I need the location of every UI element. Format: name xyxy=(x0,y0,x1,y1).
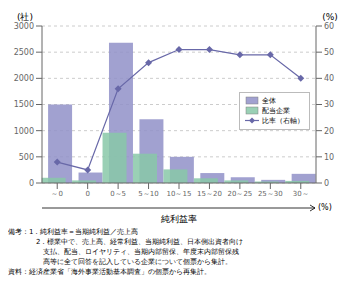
svg-text:30: 30 xyxy=(324,100,334,109)
svg-text:30～: 30～ xyxy=(293,190,309,198)
svg-text:3000: 3000 xyxy=(14,22,34,31)
svg-text:1000: 1000 xyxy=(14,127,34,136)
svg-text:0～5: 0～5 xyxy=(110,190,126,198)
svg-text:0: 0 xyxy=(324,179,329,188)
html-text:全体: 全体 xyxy=(262,96,276,105)
svg-text:20: 20 xyxy=(324,127,334,136)
svg-text:10: 10 xyxy=(324,153,334,162)
html-text:配当企業: 配当企業 xyxy=(262,106,290,115)
svg-text:～0: ～0 xyxy=(51,190,62,198)
html-text:高等に全て回答を記入している企業について個票から集計。: 高等に全て回答を記入している企業について個票から集計。 xyxy=(8,258,232,266)
svg-text:60: 60 xyxy=(324,22,334,31)
svg-text:2500: 2500 xyxy=(14,48,34,57)
html-text:2．標業中で、売上高、経常利益、当期純利益、日本側出資者向け: 2．標業中で、売上高、経常利益、当期純利益、日本側出資者向け xyxy=(8,238,244,246)
html-text:比率（右軸）: 比率（右軸） xyxy=(262,116,304,125)
svg-text:(社): (社) xyxy=(17,12,33,22)
svg-text:20～25: 20～25 xyxy=(227,190,252,198)
svg-text:2000: 2000 xyxy=(14,74,34,83)
svg-text:500: 500 xyxy=(19,153,34,162)
svg-text:1500: 1500 xyxy=(14,100,34,109)
html-text:支払、配当、ロイヤリティ、当期内部留保、年度末内部留保残: 支払、配当、ロイヤリティ、当期内部留保、年度末内部留保残 xyxy=(8,248,239,256)
svg-text:5～10: 5～10 xyxy=(138,190,158,198)
html-text:純利益率: 純利益率 xyxy=(161,214,197,224)
svg-text:(%): (%) xyxy=(322,12,338,22)
html-text:備考：1．純利益率＝当期純利益／売上高: 備考：1．純利益率＝当期純利益／売上高 xyxy=(8,228,139,236)
svg-text:0: 0 xyxy=(29,179,34,188)
svg-text:50: 50 xyxy=(324,48,334,57)
svg-text:40: 40 xyxy=(324,74,334,83)
svg-text:15～20: 15～20 xyxy=(197,190,222,198)
svg-text:0: 0 xyxy=(85,190,89,198)
html-text:資料：経済産業省「海外事業活動基本調査」の個票から再集計。: 資料：経済産業省「海外事業活動基本調査」の個票から再集計。 xyxy=(8,268,211,276)
svg-text:10～15: 10～15 xyxy=(167,190,192,198)
svg-text:25～30: 25～30 xyxy=(258,190,283,198)
